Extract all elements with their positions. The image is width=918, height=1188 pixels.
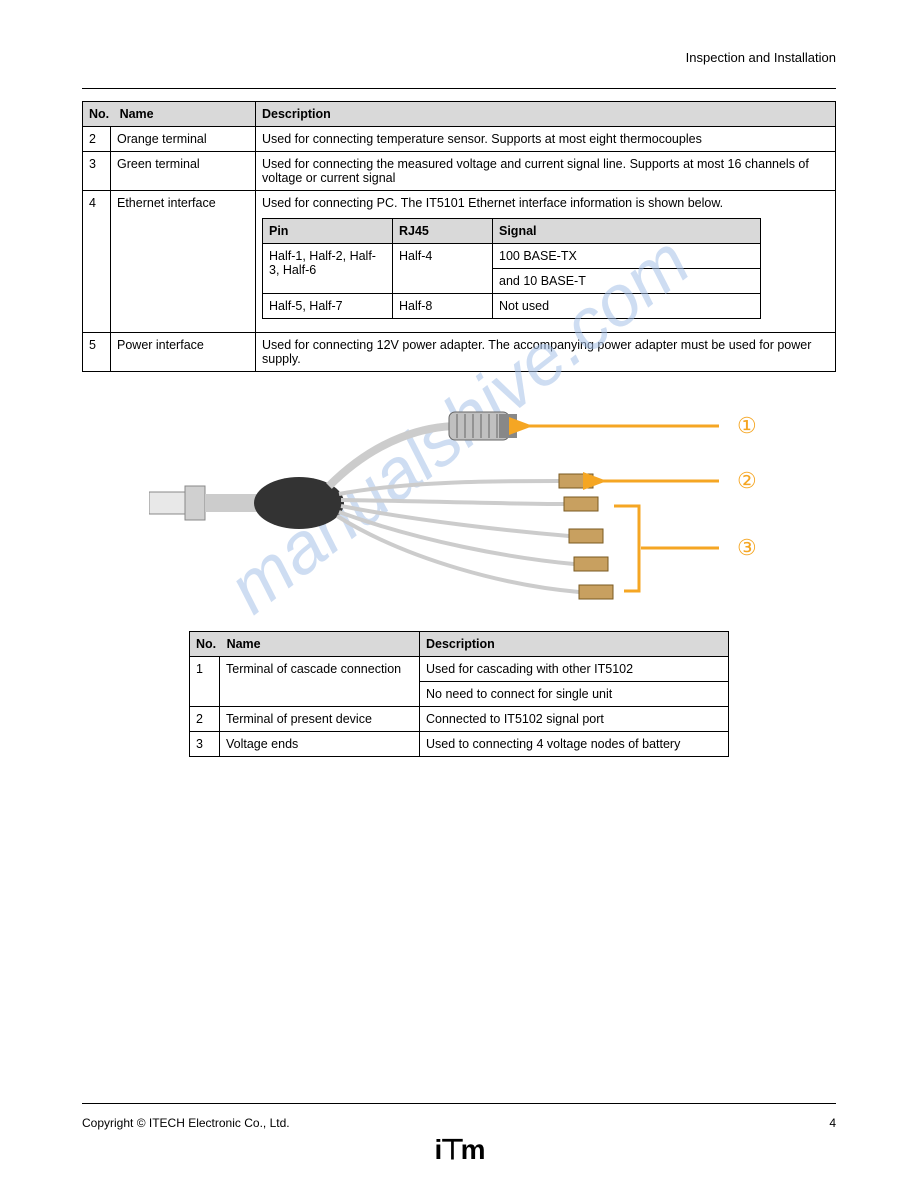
callout-3: ③ — [737, 535, 757, 560]
footer-page-number: 4 — [829, 1116, 836, 1130]
lower-cell-desc-top: Used for cascading with other IT5102 — [420, 657, 729, 682]
col-no-name: No. Name — [83, 102, 256, 127]
inner-col-rj45: RJ45 — [393, 219, 493, 244]
lower-row: 1 Terminal of cascade connection Used fo… — [190, 657, 729, 682]
lower-cell-num: 1 — [190, 657, 220, 707]
cell-name: Green terminal — [111, 152, 256, 191]
lower-cell-num: 2 — [190, 707, 220, 732]
cell-num: 3 — [83, 152, 111, 191]
footer-rule — [82, 1103, 836, 1104]
lower-row: 3 Voltage ends Used to connecting 4 volt… — [190, 732, 729, 757]
table-row: 3 Green terminal Used for connecting the… — [83, 152, 836, 191]
cell-desc-lead: Used for connecting PC. The IT5101 Ether… — [262, 196, 829, 210]
inner-row: Half-1, Half-2, Half-3, Half-6 Half-4 10… — [263, 244, 761, 269]
cell-num: 5 — [83, 333, 111, 372]
inner-cell-pin: Half-1, Half-2, Half-3, Half-6 — [263, 244, 393, 294]
col-name: Name — [120, 107, 154, 121]
cell-num: 4 — [83, 191, 111, 333]
cell-num: 2 — [83, 127, 111, 152]
footer-copyright: Copyright © ITECH Electronic Co., Ltd. — [82, 1116, 290, 1130]
lower-cell-name: Terminal of cascade connection — [220, 657, 420, 707]
table-header-row: No. Name Description — [83, 102, 836, 127]
cable-svg: ① ② ③ — [149, 386, 769, 621]
lower-cell-num: 3 — [190, 732, 220, 757]
cell-desc: Used for connecting temperature sensor. … — [256, 127, 836, 152]
callout-2: ② — [737, 468, 757, 493]
lower-header-row: No. Name Description — [190, 632, 729, 657]
inner-col-signal: Signal — [493, 219, 761, 244]
lower-cell-desc-bot: No need to connect for single unit — [420, 682, 729, 707]
cell-name: Orange terminal — [111, 127, 256, 152]
inner-cell-rj45: Half-4 — [393, 244, 493, 294]
cell-name: Ethernet interface — [111, 191, 256, 333]
table-row: 2 Orange terminal Used for connecting te… — [83, 127, 836, 152]
inner-col-pin: Pin — [263, 219, 393, 244]
lower-col-name: Name — [227, 637, 261, 651]
lower-cell-name: Voltage ends — [220, 732, 420, 757]
ethernet-inner-table: Pin RJ45 Signal Half-1, Half-2, Half-3, … — [262, 218, 761, 319]
inner-cell-pin-b: Half-5, Half-7 — [263, 294, 393, 319]
lower-col-desc: Description — [420, 632, 729, 657]
table-row: 4 Ethernet interface Used for connecting… — [83, 191, 836, 333]
specs-table: No. Name Description 2 Orange terminal U… — [82, 101, 836, 372]
inner-cell-signal-top: 100 BASE-TX — [493, 244, 761, 269]
inner-cell-signal-bottom: and 10 BASE-T — [493, 269, 761, 294]
lower-cell-desc: Used to connecting 4 voltage nodes of ba… — [420, 732, 729, 757]
header-title: Inspection and Installation — [686, 50, 836, 65]
connector-table: No. Name Description 1 Terminal of casca… — [189, 631, 729, 757]
table-row: 5 Power interface Used for connecting 12… — [83, 333, 836, 372]
cell-desc: Used for connecting the measured voltage… — [256, 152, 836, 191]
cell-name: Power interface — [111, 333, 256, 372]
col-desc: Description — [256, 102, 836, 127]
callout-1: ① — [737, 413, 757, 438]
col-no: No. — [89, 107, 109, 121]
inner-header-row: Pin RJ45 Signal — [263, 219, 761, 244]
inner-cell-signal-b: Not used — [493, 294, 761, 319]
header-rule — [82, 88, 836, 89]
footer-logo: i⊤m — [434, 1133, 483, 1166]
lower-cell-name: Terminal of present device — [220, 707, 420, 732]
inner-row: Half-5, Half-7 Half-8 Not used — [263, 294, 761, 319]
lower-col-no-name: No. Name — [190, 632, 420, 657]
lower-row: 2 Terminal of present device Connected t… — [190, 707, 729, 732]
lower-col-no: No. — [196, 637, 216, 651]
lower-cell-desc: Connected to IT5102 signal port — [420, 707, 729, 732]
cell-desc: Used for connecting PC. The IT5101 Ether… — [256, 191, 836, 333]
inner-cell-rj45-b: Half-8 — [393, 294, 493, 319]
cell-desc: Used for connecting 12V power adapter. T… — [256, 333, 836, 372]
cable-diagram: ① ② ③ — [149, 386, 769, 621]
